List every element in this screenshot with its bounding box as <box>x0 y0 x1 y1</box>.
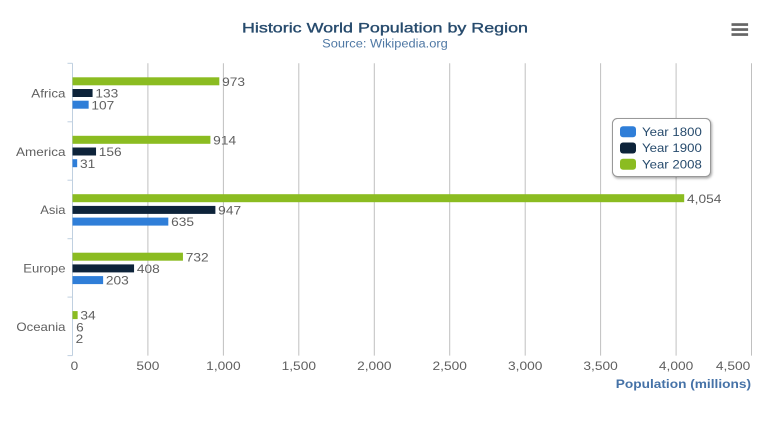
svg-text:947: 947 <box>218 204 241 218</box>
svg-text:Asia: Asia <box>40 203 66 217</box>
svg-text:Year 2008: Year 2008 <box>642 158 702 172</box>
svg-text:2,500: 2,500 <box>433 359 468 373</box>
svg-text:Oceania: Oceania <box>16 320 65 334</box>
svg-text:Source: Wikipedia.org: Source: Wikipedia.org <box>322 39 448 51</box>
svg-text:133: 133 <box>95 87 118 101</box>
svg-text:732: 732 <box>186 250 209 264</box>
svg-text:4,500: 4,500 <box>716 359 751 373</box>
svg-text:635: 635 <box>171 215 194 229</box>
svg-text:203: 203 <box>106 274 129 288</box>
svg-text:Europe: Europe <box>23 262 66 276</box>
svg-text:Historic World Population by R: Historic World Population by Region <box>242 19 528 35</box>
svg-text:3,000: 3,000 <box>508 359 543 373</box>
svg-text:31: 31 <box>80 157 96 171</box>
svg-text:500: 500 <box>136 359 159 373</box>
svg-text:Africa: Africa <box>31 86 66 100</box>
svg-text:4,000: 4,000 <box>659 359 694 373</box>
svg-text:0: 0 <box>71 359 79 373</box>
svg-text:1,000: 1,000 <box>206 359 241 373</box>
svg-text:107: 107 <box>91 98 114 112</box>
svg-text:408: 408 <box>137 262 160 276</box>
svg-text:Year 1800: Year 1800 <box>642 125 702 139</box>
svg-text:4,054: 4,054 <box>687 192 722 206</box>
svg-text:973: 973 <box>222 75 245 89</box>
svg-text:156: 156 <box>99 145 122 159</box>
svg-text:3,500: 3,500 <box>583 359 618 373</box>
svg-text:America: America <box>16 145 66 159</box>
svg-text:2,000: 2,000 <box>357 359 392 373</box>
svg-text:Year 1900: Year 1900 <box>642 141 702 155</box>
svg-text:914: 914 <box>213 133 236 147</box>
svg-text:1,500: 1,500 <box>282 359 317 373</box>
svg-text:2: 2 <box>76 332 84 346</box>
svg-text:6: 6 <box>76 320 84 334</box>
svg-text:34: 34 <box>80 309 96 323</box>
svg-text:Population (millions): Population (millions) <box>616 379 751 391</box>
